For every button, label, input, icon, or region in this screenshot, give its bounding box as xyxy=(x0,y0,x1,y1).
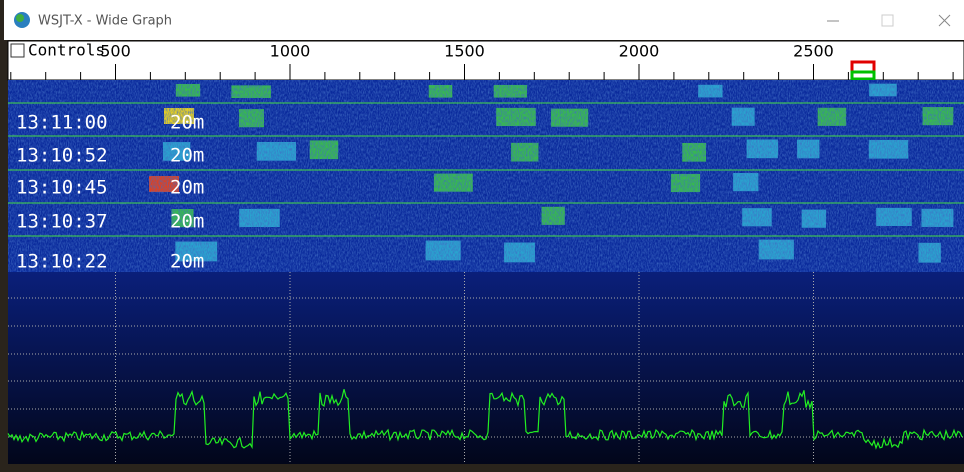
timestamp: 13:10:45 xyxy=(16,177,108,199)
wide-graph: WSJT-X - Wide Graph 50010001500200025003… xyxy=(4,0,964,468)
band-label: 20m xyxy=(170,251,204,273)
waterfall-noise xyxy=(8,80,964,272)
scale-label: 1000 xyxy=(270,42,311,61)
window: WSJT-X - Wide Graph 50010001500200025003… xyxy=(4,0,964,468)
scale-label: 2500 xyxy=(793,42,834,61)
timestamp: 13:10:37 xyxy=(16,211,108,233)
timestamp: 13:11:00 xyxy=(16,112,108,134)
timestamp: 13:10:22 xyxy=(16,251,108,273)
controls-label[interactable]: Controls xyxy=(28,41,105,60)
app-icon-land xyxy=(16,14,24,22)
band-label: 20m xyxy=(170,177,204,199)
band-label: 20m xyxy=(170,112,204,134)
timestamp: 13:10:52 xyxy=(16,145,108,167)
window-title: WSJT-X - Wide Graph xyxy=(38,14,172,29)
band-label: 20m xyxy=(170,211,204,233)
band-label: 20m xyxy=(170,145,204,167)
scale-label: 1500 xyxy=(444,42,485,61)
controls-checkbox[interactable] xyxy=(11,44,24,57)
scale-label: 2000 xyxy=(619,42,660,61)
